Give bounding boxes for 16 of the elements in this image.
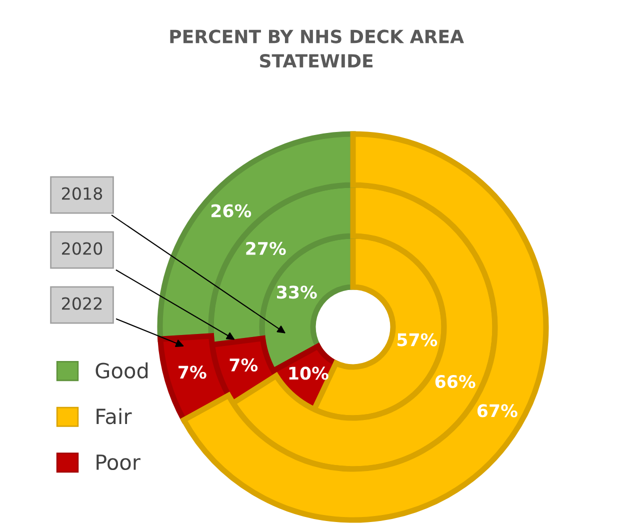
data-label: 7%: [230, 358, 258, 372]
data-label: 67%: [477, 404, 518, 418]
legend-label: Good: [96, 362, 148, 378]
chart-title: PERCENT BY NHS DECK AREA STATEWIDE: [170, 30, 464, 68]
data-label: 66%: [435, 375, 476, 388]
data-label: 26%: [211, 204, 252, 218]
data-label: 33%: [277, 286, 317, 299]
data-label: 10%: [289, 366, 328, 380]
data-label: 27%: [246, 242, 286, 255]
data-label: 7%: [178, 366, 206, 379]
slice-label: 2022: [62, 297, 102, 310]
slice-label: 2018: [62, 187, 102, 200]
legend-label: Poor: [96, 454, 140, 470]
slice-label: 2020: [62, 242, 102, 255]
data-label: 57%: [397, 333, 438, 346]
legend-label: Fair: [96, 408, 132, 424]
